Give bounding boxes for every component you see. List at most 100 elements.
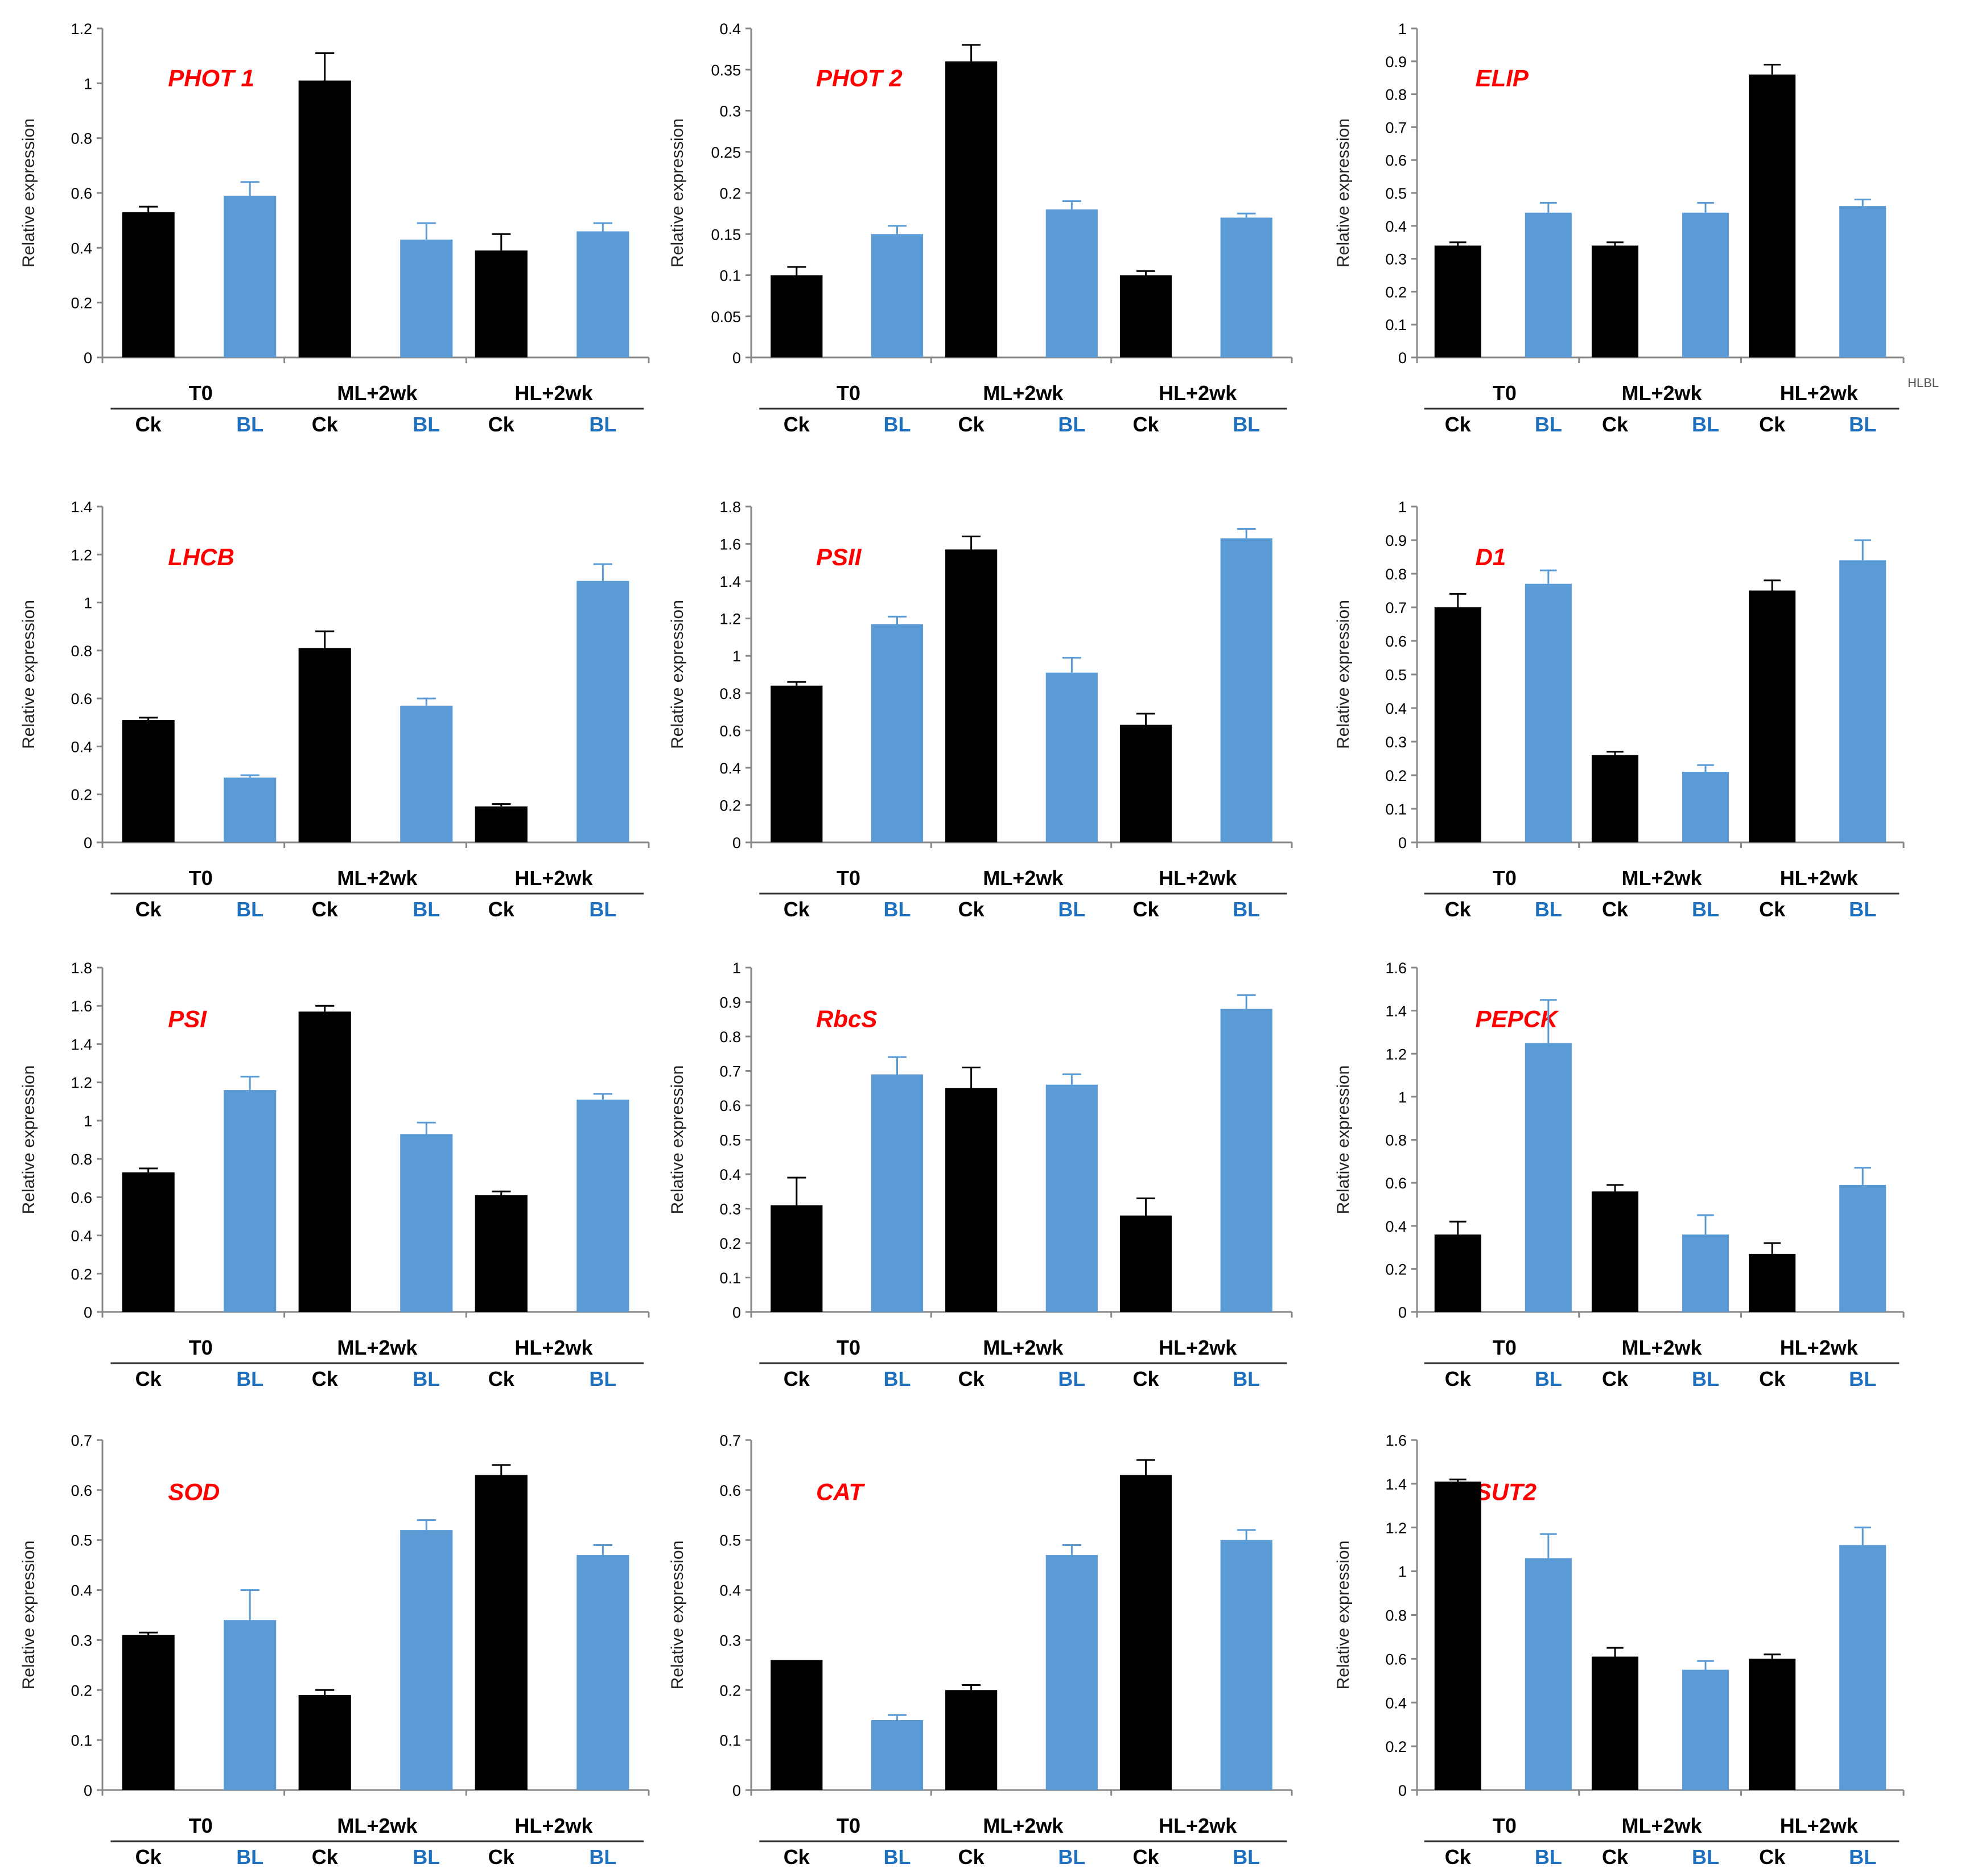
bar-bl-hl2wk	[1839, 1184, 1886, 1312]
series-label-bl: BL	[413, 413, 440, 436]
group-label: ML+2wk	[983, 866, 1064, 890]
chart-panel-psii: 0 0.2 0.4 0.6 0.8 1 1.2 1.4 1.6 1.8 Relative expre…	[668, 499, 1293, 921]
y-tick-label: 0.7	[71, 1432, 92, 1449]
bar-bl-t0	[871, 1074, 924, 1312]
group-label: HL+2wk	[514, 866, 593, 890]
bar-bl-t0	[871, 234, 924, 357]
y-tick-label: 0.8	[1385, 87, 1407, 104]
series-label-bl: BL	[1535, 413, 1562, 436]
bar-ck-t0	[122, 1172, 175, 1312]
chart-title: PHOT 1	[168, 65, 254, 92]
series-label-ck: Ck	[1132, 413, 1159, 436]
series-label-bl: BL	[1535, 898, 1562, 921]
y-tick-label: 0.7	[1385, 599, 1407, 616]
chart-panel-sod: 0 0.1 0.2 0.3 0.4 0.5 0.6 0.7 Relative expressio…	[19, 1432, 650, 1869]
y-tick-label: 0.1	[719, 1732, 741, 1749]
series-label-ck: Ck	[958, 898, 985, 921]
group-label: HL+2wk	[514, 1336, 593, 1359]
y-tick-label: 1.8	[71, 960, 92, 977]
series-label-bl: BL	[1233, 898, 1260, 921]
bar-bl-hl2wk	[1220, 1009, 1272, 1312]
series-label-bl: BL	[1692, 898, 1719, 921]
y-tick-label: 1	[1398, 499, 1407, 516]
bar-bl-t0	[224, 1090, 277, 1312]
y-tick-label: 0.6	[1385, 1651, 1407, 1668]
series-label-ck: Ck	[312, 1367, 339, 1390]
y-axis-label: Relative expression	[668, 1541, 687, 1690]
y-tick-label: 0.4	[71, 738, 92, 755]
chart-title: PSI	[168, 1006, 207, 1032]
y-tick-label: 0.5	[719, 1532, 741, 1549]
group-label: ML+2wk	[983, 1336, 1064, 1359]
y-tick-label: 1	[732, 648, 741, 665]
chart-panel-elip: 0 0.1 0.2 0.3 0.4 0.5 0.6 0.7 0.8 0.9 1 Relative ex…	[1334, 20, 1905, 436]
y-tick-label: 0.05	[711, 308, 741, 326]
bar-ck-t0	[771, 685, 823, 842]
bar-bl-ml2wk	[1045, 209, 1098, 357]
y-tick-label: 0.3	[719, 103, 741, 120]
y-axis-label: Relative expression	[1334, 1541, 1353, 1690]
bar-bl-ml2wk	[1045, 1084, 1098, 1312]
bar-bl-t0	[224, 195, 277, 357]
y-tick-label: 0.4	[71, 1582, 92, 1599]
series-label-ck: Ck	[488, 898, 515, 921]
bar-ck-hl2wk	[475, 250, 528, 357]
bar-bl-t0	[871, 624, 924, 842]
series-label-bl: BL	[1849, 413, 1876, 436]
bar-ck-t0	[1434, 607, 1481, 842]
bar-ck-hl2wk	[1119, 1475, 1172, 1790]
elip-corner-label: HLBL	[1908, 376, 1939, 390]
series-label-bl: BL	[1692, 1367, 1719, 1390]
series-label-ck: Ck	[1759, 1845, 1786, 1869]
y-tick-label: 0.3	[1385, 251, 1407, 268]
bar-bl-hl2wk	[1839, 1545, 1886, 1790]
bar-bl-ml2wk	[1682, 772, 1729, 842]
y-tick-label: 0.7	[719, 1063, 741, 1080]
y-tick-label: 1.6	[719, 536, 741, 553]
y-tick-label: 0	[732, 834, 741, 851]
y-tick-label: 0.2	[71, 1682, 92, 1699]
series-label-ck: Ck	[135, 1367, 162, 1390]
series-label-ck: Ck	[958, 1845, 985, 1869]
series-label-bl: BL	[1233, 413, 1260, 436]
y-axis-label: Relative expression	[668, 1065, 687, 1215]
y-axis-label: Relative expression	[668, 118, 687, 268]
bar-ck-ml2wk	[298, 80, 351, 357]
bar-bl-t0	[1525, 1043, 1572, 1312]
bar-ck-ml2wk	[945, 1690, 998, 1790]
group-label: ML+2wk	[983, 381, 1064, 405]
y-tick-label: 1.6	[1385, 1432, 1407, 1449]
y-tick-label: 0.5	[71, 1532, 92, 1549]
y-tick-label: 0.6	[719, 722, 741, 739]
chart-title: SUT2	[1476, 1479, 1537, 1505]
series-label-bl: BL	[1233, 1367, 1260, 1390]
bar-bl-t0	[224, 777, 277, 842]
y-tick-label: 0	[84, 1782, 92, 1799]
chart-panel-rbcs: 0 0.1 0.2 0.3 0.4 0.5 0.6 0.7 0.8 0.9 1 Relative ex…	[668, 960, 1293, 1390]
series-label-bl: BL	[413, 898, 440, 921]
y-axis-label: Relative expression	[1334, 118, 1353, 268]
chart-title: PSII	[816, 544, 862, 570]
y-tick-label: 1	[84, 75, 92, 92]
bar-ck-ml2wk	[945, 549, 998, 842]
group-label: ML+2wk	[1622, 1336, 1703, 1359]
bar-bl-t0	[871, 1720, 924, 1790]
y-tick-label: 0	[84, 349, 92, 367]
y-tick-label: 1.2	[71, 546, 92, 563]
chart-title: PEPCK	[1476, 1006, 1559, 1032]
group-label: T0	[189, 1814, 213, 1837]
bar-bl-hl2wk	[576, 581, 629, 842]
y-tick-label: 0.2	[1385, 283, 1407, 301]
y-tick-label: 1.4	[719, 573, 741, 590]
y-tick-label: 1	[84, 1113, 92, 1130]
chart-panel-sut2: 0 0.2 0.4 0.6 0.8 1 1.2 1.4 1.6 Relative expressi…	[1334, 1432, 1905, 1869]
y-tick-label: 0.6	[71, 185, 92, 202]
y-tick-label: 0	[1398, 349, 1407, 367]
bar-bl-hl2wk	[1220, 1540, 1272, 1790]
series-label-bl: BL	[589, 1845, 616, 1869]
y-tick-label: 0.8	[1385, 1607, 1407, 1624]
bar-bl-hl2wk	[1220, 217, 1272, 357]
y-tick-label: 0.3	[1385, 734, 1407, 751]
series-label-ck: Ck	[1602, 413, 1629, 436]
